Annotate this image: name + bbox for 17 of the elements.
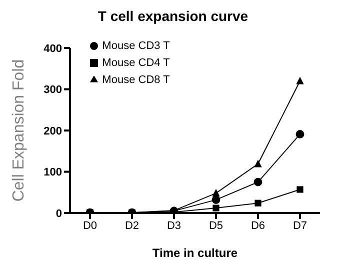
x-tick-label: D3 bbox=[166, 220, 182, 232]
y-tick-label: 400 bbox=[44, 42, 62, 55]
x-axis-title: Time in culture bbox=[152, 246, 238, 260]
x-tick-label: D6 bbox=[250, 220, 266, 232]
legend-label: Mouse CD3 T bbox=[102, 40, 170, 52]
x-tick-label: D7 bbox=[292, 220, 308, 232]
legend-label: Mouse CD8 T bbox=[102, 74, 170, 86]
x-tick-label: D0 bbox=[82, 220, 98, 232]
y-tick-label: 0 bbox=[56, 208, 62, 220]
y-tick-label: 200 bbox=[44, 125, 62, 138]
legend-label: Mouse CD4 T bbox=[102, 57, 170, 69]
y-tick-label: 100 bbox=[44, 166, 62, 179]
y-axis-title: Cell Expansion Fold bbox=[10, 59, 28, 202]
chart-title: T cell expansion curve bbox=[96, 8, 250, 26]
y-tick-label: 300 bbox=[44, 84, 62, 96]
x-tick-label: D5 bbox=[208, 220, 224, 232]
x-tick-label: D2 bbox=[124, 220, 140, 232]
